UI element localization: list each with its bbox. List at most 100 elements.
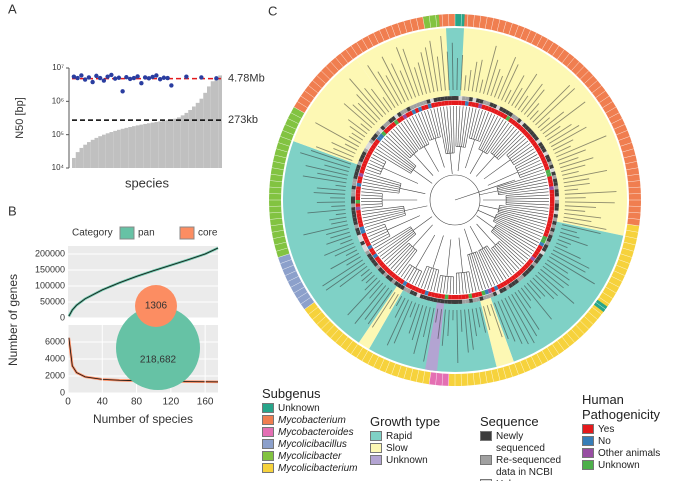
pathogenicity-cell xyxy=(541,159,548,165)
pathogenicity-cell xyxy=(402,280,408,287)
species-label xyxy=(517,95,529,111)
species-label xyxy=(486,59,499,95)
legend-item: Mycolicibacillus xyxy=(262,439,357,451)
species-label xyxy=(307,209,346,214)
ring-divider xyxy=(620,253,632,258)
species-label xyxy=(409,302,416,318)
branch xyxy=(496,133,522,159)
species-label xyxy=(348,135,361,144)
legend-swatch xyxy=(480,431,492,441)
species-label xyxy=(440,36,446,91)
branch xyxy=(519,166,543,176)
branch xyxy=(510,145,533,161)
ring-divider xyxy=(485,371,488,384)
sequence-cell xyxy=(351,189,356,194)
pathogenicity-cell xyxy=(458,100,462,106)
y-tick-label: 150000 xyxy=(35,264,65,274)
legend-label: Newly sequenced xyxy=(496,431,545,454)
sequence-cell xyxy=(455,299,459,304)
branch xyxy=(454,179,516,201)
ring-divider xyxy=(397,23,402,35)
bar xyxy=(75,152,80,168)
annotation: 4.78Mb xyxy=(228,73,265,85)
point xyxy=(214,76,219,81)
sequence-cell xyxy=(440,96,445,101)
branch xyxy=(369,160,384,167)
ring-divider xyxy=(613,124,626,130)
branch xyxy=(486,245,510,278)
pathogenicity-cell xyxy=(540,238,546,244)
pathogenicity-cell xyxy=(474,292,480,298)
pathogenicity-cell xyxy=(357,175,363,181)
species-label xyxy=(349,78,384,118)
sequence-cell xyxy=(495,104,501,111)
y-tick-label: 0 xyxy=(60,312,65,322)
species-label xyxy=(558,157,579,165)
ring-divider xyxy=(379,358,385,371)
species-label xyxy=(520,83,543,113)
branch xyxy=(424,267,432,289)
species-label xyxy=(422,307,431,338)
sequence-cell xyxy=(375,130,381,136)
pathogenicity-cell xyxy=(525,133,532,139)
branch xyxy=(362,184,400,192)
species-label xyxy=(377,71,399,106)
ring-divider xyxy=(616,130,628,136)
branch xyxy=(364,175,401,186)
legend-title: Sequence xyxy=(480,414,539,429)
species-label xyxy=(552,249,590,269)
sequence-cell xyxy=(444,299,449,304)
sequence-cell xyxy=(531,261,537,267)
pathogenicity-cell xyxy=(374,138,381,145)
branch xyxy=(432,235,444,269)
sequence-cell xyxy=(498,288,504,294)
pathogenicity-cell xyxy=(414,286,420,293)
sequence-cell xyxy=(533,135,540,142)
ring-divider xyxy=(409,368,414,381)
sequence-cell xyxy=(533,258,540,265)
pathogenicity-cell xyxy=(523,263,529,270)
pathogenicity-cell xyxy=(546,222,552,228)
ring-divider xyxy=(502,367,507,379)
species-label xyxy=(352,104,375,126)
pathogenicity-cell xyxy=(388,270,394,277)
pathogenicity-cell xyxy=(535,147,542,153)
legend-label: Rapid xyxy=(386,431,413,442)
species-label xyxy=(344,143,358,151)
y-tick-label: 10⁵ xyxy=(52,130,64,139)
branch xyxy=(481,117,501,152)
branch xyxy=(479,113,493,142)
branch xyxy=(506,138,527,156)
y-axis-label: Number of genes xyxy=(6,274,20,366)
branch xyxy=(498,211,546,225)
species-label xyxy=(564,209,586,212)
pathogenicity-cell xyxy=(547,219,553,225)
y-tick-label: 2000 xyxy=(45,370,65,380)
sequence-cell xyxy=(465,299,470,304)
point xyxy=(127,76,133,82)
ring-divider xyxy=(591,306,602,315)
branch xyxy=(361,203,383,206)
species-label xyxy=(564,201,615,204)
legend-swatch xyxy=(179,226,195,240)
species-label xyxy=(402,48,420,97)
pathogenicity-cell xyxy=(368,147,375,153)
ring-divider xyxy=(284,270,297,276)
pathogenicity-cell xyxy=(461,294,466,300)
growth-sector xyxy=(356,27,627,236)
pathogenicity-cell xyxy=(549,189,555,194)
pathogenicity-cell xyxy=(367,244,373,250)
branch xyxy=(434,138,445,168)
species-label xyxy=(547,259,569,274)
legend-title: Subgenus xyxy=(262,386,321,401)
sequence-cell xyxy=(429,297,435,302)
legend-swatch xyxy=(262,451,274,461)
branch xyxy=(449,106,453,154)
species-label xyxy=(361,271,373,282)
sequence-cell xyxy=(412,103,418,109)
legend-item: Rapid xyxy=(370,431,440,443)
sequence-cell xyxy=(359,240,366,246)
legend-swatch xyxy=(582,436,594,446)
bar xyxy=(72,157,76,168)
branch xyxy=(412,269,420,284)
